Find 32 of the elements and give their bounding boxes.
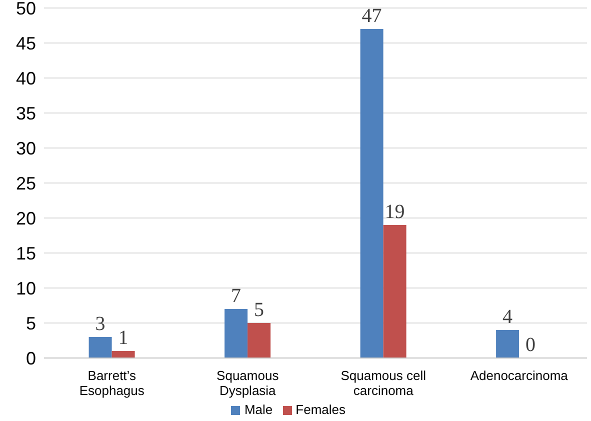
x-tick-label: Barrett’s Esophagus bbox=[79, 368, 145, 398]
data-label: 47 bbox=[362, 5, 382, 27]
legend-label: Females bbox=[296, 402, 346, 417]
x-tick-label: Adenocarcinoma bbox=[470, 368, 569, 383]
y-tick-label: 5 bbox=[26, 313, 36, 334]
data-label: 7 bbox=[231, 285, 242, 307]
data-label: 5 bbox=[254, 299, 264, 321]
y-tick-label: 40 bbox=[16, 68, 36, 88]
y-tick-label: 50 bbox=[16, 0, 36, 18]
y-tick-label: 20 bbox=[16, 208, 36, 228]
data-label: 1 bbox=[118, 327, 128, 349]
data-label: 3 bbox=[95, 313, 106, 335]
bar bbox=[248, 323, 271, 358]
bar bbox=[112, 351, 135, 358]
bar bbox=[496, 330, 520, 358]
y-tick-label: 30 bbox=[16, 138, 36, 158]
bar bbox=[88, 337, 112, 358]
y-tick-label: 35 bbox=[16, 103, 36, 124]
y-tick-label: 45 bbox=[16, 33, 36, 54]
bar bbox=[383, 225, 406, 358]
bar bbox=[360, 29, 384, 358]
y-tick-label: 15 bbox=[16, 243, 36, 264]
data-label: 0 bbox=[526, 334, 536, 356]
y-tick-label: 0 bbox=[26, 348, 36, 368]
x-tick-label: Squamous Dysplasia bbox=[216, 368, 280, 398]
x-tick-label: Squamous cell carcinoma bbox=[340, 368, 426, 398]
y-tick-label: 10 bbox=[16, 278, 36, 298]
data-label: 4 bbox=[502, 306, 513, 328]
bar bbox=[224, 309, 248, 358]
y-tick-label: 25 bbox=[16, 173, 36, 194]
legend-label: Male bbox=[244, 402, 273, 417]
data-label: 19 bbox=[384, 201, 405, 223]
